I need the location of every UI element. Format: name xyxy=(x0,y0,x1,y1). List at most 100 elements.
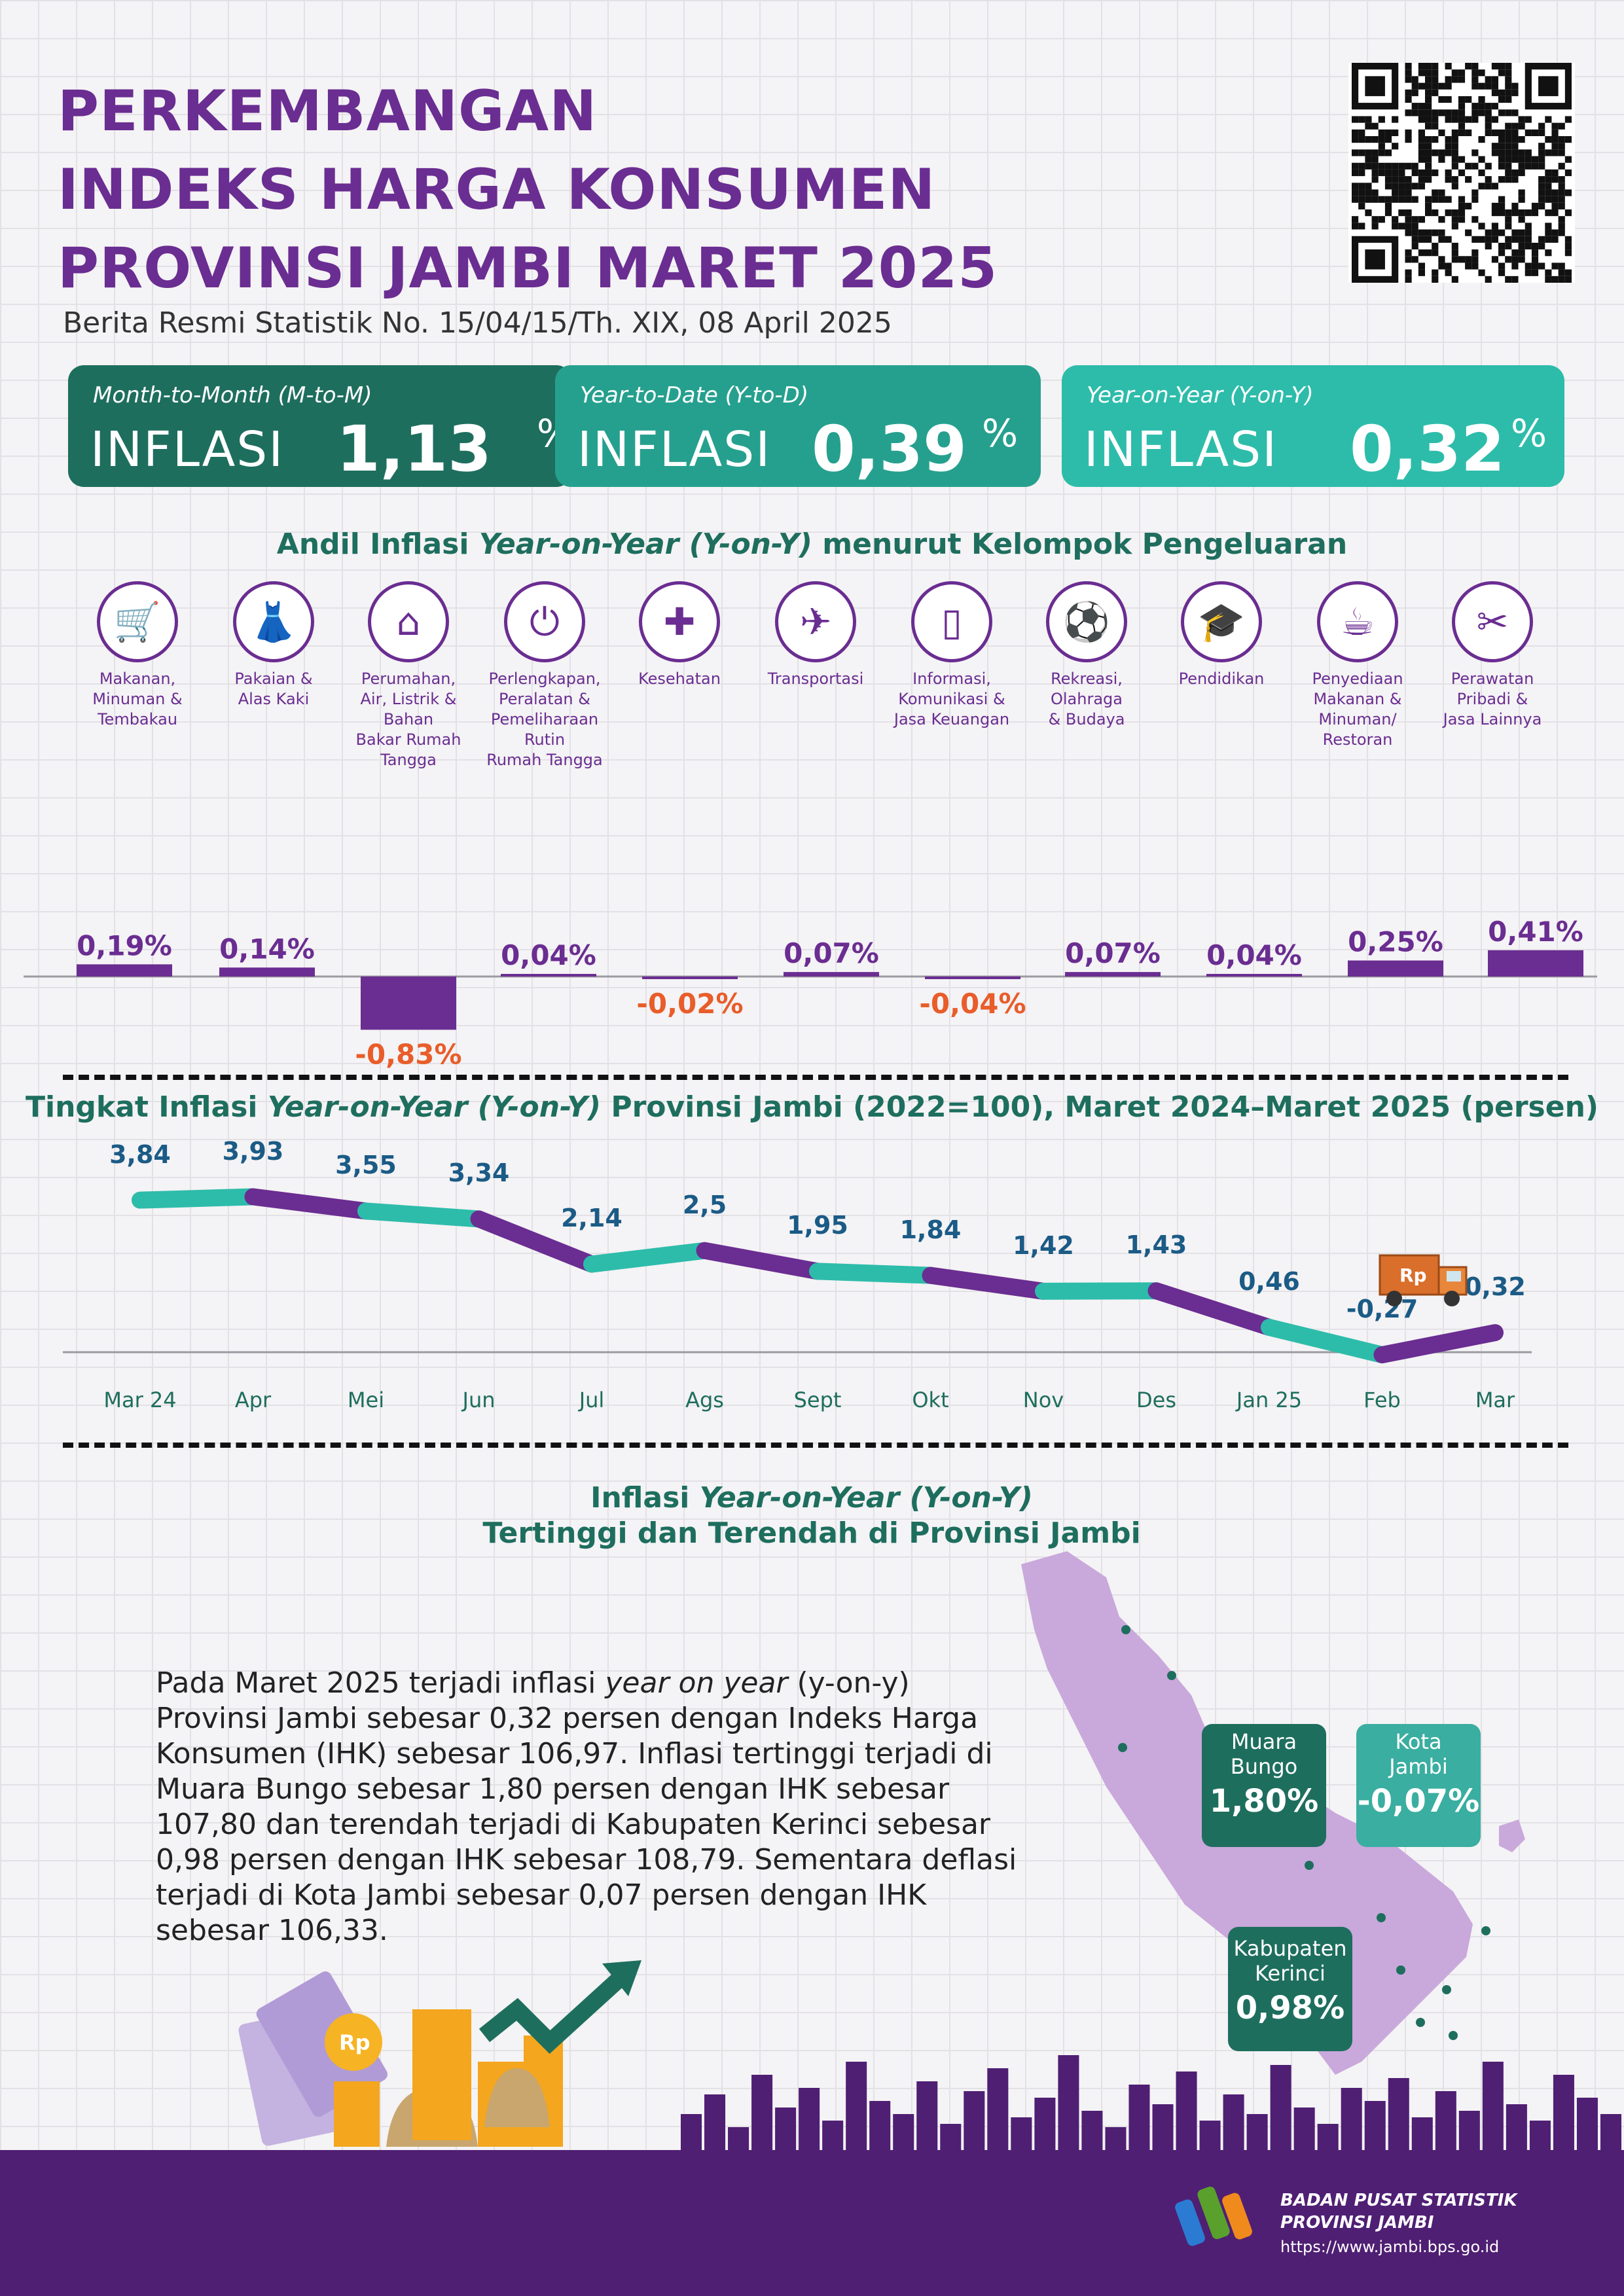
scissors-comb-icon: ✂ xyxy=(1452,581,1533,662)
category-label: Perawatan Pribadi & Jasa Lainnya xyxy=(1443,670,1542,728)
bar-value-label: 0,07% xyxy=(784,937,879,969)
month-label: Nov xyxy=(1022,1388,1064,1412)
andil-bar-chart: 0,19% 0,14% -0,83% 0,04% -0,02% 0,07% -0,04% 0,… xyxy=(24,916,1597,1070)
bar-value-label: -0,83% xyxy=(355,1038,461,1070)
month-label: Mar 24 xyxy=(103,1388,177,1412)
ytd-word: INFLASI xyxy=(577,422,772,478)
category-3: ⏻ Perlengkapan, Peralatan & Pemeliharaan … xyxy=(479,581,610,770)
bar-4 xyxy=(642,977,738,979)
money-illustration: Rp xyxy=(238,1960,641,2147)
callout-muara-bungo: Muara Bungo 1,80% xyxy=(1202,1724,1326,1847)
trend-segment-7 xyxy=(922,1266,1052,1300)
category-9: ☕ Penyediaan Makanan & Minuman/ Restoran xyxy=(1292,581,1423,750)
ytd-unit: % xyxy=(982,411,1019,456)
mtm-label: Month-to-Month (M-to-M) xyxy=(93,382,372,408)
trend-segment-3 xyxy=(470,1210,600,1273)
category-8: 🎓 Pendidikan xyxy=(1156,581,1287,689)
category-5: ✈ Transportasi xyxy=(750,581,881,689)
mtm-inflation-box: Month-to-Month (M-to-M) INFLASI 1,13 % xyxy=(68,365,573,487)
bar-10 xyxy=(1488,950,1583,977)
month-label: Jun xyxy=(462,1388,496,1412)
bar-3 xyxy=(501,974,596,977)
footer: BADAN PUSAT STATISTIK PROVINSI JAMBI htt… xyxy=(0,2150,1624,2296)
trend-value-label: 1,43 xyxy=(1125,1230,1187,1260)
qr-code-icon[interactable] xyxy=(1348,63,1575,283)
island-shape xyxy=(1499,1820,1525,1852)
month-label: Des xyxy=(1136,1388,1176,1412)
title-line-2: INDEKS HARGA KONSUMEN xyxy=(58,157,936,223)
bar-value-label: 0,07% xyxy=(1065,937,1161,969)
month-label: Apr xyxy=(234,1388,272,1412)
truck-rp-label: Rp xyxy=(1399,1265,1427,1286)
org-line-2: PROVINSI JAMBI xyxy=(1280,2213,1434,2233)
football-player-icon: ⚽ xyxy=(1046,581,1127,662)
mtm-word: INFLASI xyxy=(90,422,285,478)
trend-value-label: 1,84 xyxy=(899,1215,962,1244)
house-icon: ⌂ xyxy=(368,581,449,662)
bps-logo-icon xyxy=(1175,2186,1252,2246)
ytd-inflation-box: Year-to-Date (Y-to-D) INFLASI 0,39 % xyxy=(555,365,1041,487)
bar-value-label: 0,25% xyxy=(1348,926,1443,958)
ytd-value: 0,39 xyxy=(812,412,967,486)
yoy-unit: % xyxy=(1511,411,1547,456)
category-0: 🛒 Makanan, Minuman & Tembakau xyxy=(72,581,203,730)
callout-kabupaten-kerinci: Kabupaten Kerinci 0,98% xyxy=(1228,1927,1352,2051)
website-link[interactable]: https://www.jambi.bps.go.id xyxy=(1280,2238,1500,2256)
trend-value-label: 1,95 xyxy=(787,1211,848,1240)
coin-rp-label: Rp xyxy=(339,2030,370,2055)
callout-kota-jambi: Kota Jambi -0,07% xyxy=(1356,1724,1481,1847)
bar-value-label: 0,19% xyxy=(77,929,172,961)
category-label: Pakaian & Alas Kaki xyxy=(234,670,313,708)
section-divider-1 xyxy=(63,1075,1568,1080)
graduation-cap-icon: 🎓 xyxy=(1181,581,1262,662)
food-basket-icon: 🛒 xyxy=(97,581,178,662)
ytd-label: Year-to-Date (Y-to-D) xyxy=(580,382,809,408)
category-6: ▯ Informasi, Komunikasi & Jasa Keuangan xyxy=(886,581,1017,730)
bar-value-label: 0,41% xyxy=(1488,916,1583,948)
trend-segment-9 xyxy=(1147,1282,1278,1336)
trend-value-label: 1,42 xyxy=(1013,1230,1074,1260)
trend-segment-2 xyxy=(357,1202,488,1228)
title-line-1: PERKEMBANGAN xyxy=(58,79,598,144)
trend-value-label: 3,34 xyxy=(448,1158,510,1188)
city-skyline xyxy=(681,2055,1621,2153)
trend-title: Tingkat Inflasi Year-on-Year (Y-on-Y) Pr… xyxy=(25,1090,1599,1124)
trend-value-label: 3,84 xyxy=(109,1139,171,1169)
yoy-word: INFLASI xyxy=(1084,422,1278,478)
trend-value-label: 2,5 xyxy=(682,1190,727,1219)
month-label: Jul xyxy=(579,1388,605,1412)
trend-segment-1 xyxy=(244,1188,374,1220)
month-label: Mei xyxy=(347,1388,385,1412)
category-7: ⚽ Rekreasi, Olahraga & Budaya xyxy=(1021,581,1152,730)
bar-value-label: 0,04% xyxy=(1206,939,1302,971)
trend-value-label: 0,32 xyxy=(1464,1272,1526,1302)
trend-segment-6 xyxy=(809,1263,939,1284)
trend-segment-10 xyxy=(1261,1319,1391,1363)
bar-7 xyxy=(1065,972,1161,977)
category-label: Perlengkapan, Peralatan & Pemeliharaan R… xyxy=(486,670,603,769)
trend-value-label: 3,55 xyxy=(335,1151,397,1180)
delivery-truck-icon: Rp xyxy=(1379,1254,1468,1306)
category-label: Kesehatan xyxy=(638,670,721,688)
yoy-label: Year-on-Year (Y-on-Y) xyxy=(1087,382,1314,408)
category-4: ✚ Kesehatan xyxy=(614,581,745,689)
trend-value-label: -0,27 xyxy=(1346,1295,1418,1323)
trend-segment-11 xyxy=(1373,1324,1504,1363)
month-label: Ags xyxy=(685,1388,724,1412)
category-label: Informasi, Komunikasi & Jasa Keuangan xyxy=(893,670,1010,728)
yoy-inflation-box: Year-on-Year (Y-on-Y) INFLASI 0,32 % xyxy=(1062,365,1564,487)
trend-value-label: 2,14 xyxy=(561,1204,623,1233)
yoy-value: 0,32 xyxy=(1350,412,1505,486)
andil-title: Andil Inflasi Year-on-Year (Y-on-Y) menu… xyxy=(276,528,1348,561)
month-label: Okt xyxy=(912,1388,949,1412)
plug-icon: ⏻ xyxy=(504,581,585,662)
category-1: 👗 Pakaian & Alas Kaki xyxy=(208,581,339,709)
category-label: Penyediaan Makanan & Minuman/ Restoran xyxy=(1312,670,1403,749)
category-label: Makanan, Minuman & Tembakau xyxy=(92,670,183,728)
org-line-1: BADAN PUSAT STATISTIK xyxy=(1280,2191,1517,2210)
category-10: ✂ Perawatan Pribadi & Jasa Lainnya xyxy=(1427,581,1558,730)
trend-line-chart xyxy=(63,1188,1532,1363)
medical-kit-icon: ✚ xyxy=(639,581,720,662)
trend-value-label: 0,46 xyxy=(1238,1267,1300,1297)
bar-0 xyxy=(77,964,172,977)
